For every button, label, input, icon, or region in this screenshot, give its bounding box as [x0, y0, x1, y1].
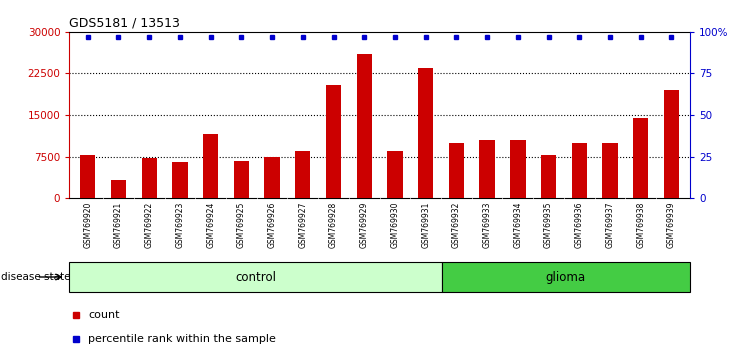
- Bar: [234, 160, 249, 198]
- Text: disease state: disease state: [1, 272, 70, 282]
- Text: GSM769930: GSM769930: [391, 201, 399, 248]
- Bar: [602, 143, 618, 198]
- Text: GSM769926: GSM769926: [268, 201, 277, 248]
- Bar: [264, 156, 280, 198]
- Text: GSM769939: GSM769939: [667, 201, 676, 248]
- Text: GSM769936: GSM769936: [575, 201, 584, 248]
- Text: GSM769922: GSM769922: [145, 201, 154, 248]
- Text: GSM769921: GSM769921: [114, 201, 123, 248]
- Bar: [541, 155, 556, 198]
- Bar: [442, 262, 690, 292]
- Bar: [418, 68, 434, 198]
- Text: GDS5181 / 13513: GDS5181 / 13513: [69, 16, 180, 29]
- Text: GSM769934: GSM769934: [513, 201, 523, 248]
- Text: GSM769927: GSM769927: [299, 201, 307, 248]
- Text: GSM769925: GSM769925: [237, 201, 246, 248]
- Bar: [203, 135, 218, 198]
- Bar: [295, 151, 310, 198]
- Bar: [510, 140, 526, 198]
- Text: GSM769931: GSM769931: [421, 201, 430, 248]
- Text: GSM769929: GSM769929: [360, 201, 369, 248]
- Bar: [111, 181, 126, 198]
- Bar: [326, 85, 341, 198]
- Bar: [388, 151, 403, 198]
- Bar: [572, 143, 587, 198]
- Text: GSM769937: GSM769937: [605, 201, 615, 248]
- Bar: [480, 140, 495, 198]
- Bar: [356, 54, 372, 198]
- Text: count: count: [88, 310, 120, 320]
- Text: GSM769933: GSM769933: [483, 201, 491, 248]
- Bar: [449, 143, 464, 198]
- Bar: [142, 158, 157, 198]
- Text: GSM769935: GSM769935: [544, 201, 553, 248]
- Text: GSM769932: GSM769932: [452, 201, 461, 248]
- Text: percentile rank within the sample: percentile rank within the sample: [88, 334, 276, 344]
- Bar: [633, 118, 648, 198]
- Text: control: control: [235, 270, 276, 284]
- Bar: [69, 262, 442, 292]
- Bar: [664, 90, 679, 198]
- Bar: [80, 155, 96, 198]
- Text: GSM769928: GSM769928: [329, 201, 338, 248]
- Text: GSM769924: GSM769924: [206, 201, 215, 248]
- Bar: [172, 162, 188, 198]
- Text: glioma: glioma: [546, 270, 585, 284]
- Text: GSM769938: GSM769938: [637, 201, 645, 248]
- Text: GSM769920: GSM769920: [83, 201, 92, 248]
- Text: GSM769923: GSM769923: [175, 201, 185, 248]
